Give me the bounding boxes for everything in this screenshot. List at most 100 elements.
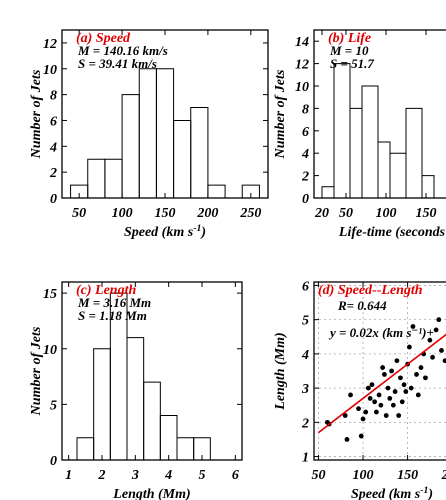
plot-frame <box>313 281 446 461</box>
annotation: S = 1.18 Mm <box>78 308 147 323</box>
histogram-bar <box>389 152 407 198</box>
scatter-point <box>374 409 379 415</box>
y-tick-label: 2 <box>301 170 309 185</box>
scatter-point <box>387 395 393 401</box>
y-axis-label: Number of Jets <box>29 326 44 416</box>
y-tick-label: 8 <box>302 102 309 117</box>
x-tick-label: 5 <box>199 468 206 483</box>
y-tick-label: 10 <box>295 80 309 95</box>
y-tick-label: 6 <box>302 279 309 294</box>
y-tick-label: 14 <box>295 35 309 50</box>
y-tick-label: 0 <box>302 192 309 207</box>
scatter-point <box>378 402 384 408</box>
x-tick-label: 200 <box>196 206 218 221</box>
x-tick-label: 2 <box>98 468 106 483</box>
scatter-point <box>433 327 439 333</box>
scatter-point <box>430 354 435 360</box>
x-tick-label: 100 <box>353 468 374 483</box>
x-tick-label: 50 <box>339 206 353 221</box>
y-tick-label: 2 <box>49 166 57 181</box>
x-tick-label: 150 <box>155 206 176 221</box>
x-tick-label: 50 <box>72 206 86 221</box>
scatter-point <box>356 406 361 412</box>
panel-c: 1 2 3 4 5 6 0 5 10 15 <box>43 281 243 483</box>
scatter-point <box>376 392 382 398</box>
y-tick-label: 10 <box>43 343 57 358</box>
scatter-point <box>414 372 419 377</box>
x-tick-label: 4 <box>164 468 172 483</box>
panel-title: (c) Length <box>76 283 136 298</box>
annotation: M = 10 <box>329 43 369 58</box>
panel-title: (a) Speed <box>76 31 131 46</box>
histogram-bar <box>333 63 351 198</box>
scatter-point <box>367 395 373 401</box>
scatter-point <box>344 437 350 442</box>
scatter-point <box>360 416 366 422</box>
panel-d: 50 100 150 200 1 2 3 4 5 6 <box>301 279 446 483</box>
scatter-point <box>365 385 371 391</box>
y-tick-label: 5 <box>302 314 309 329</box>
y-tick-label: 10 <box>43 63 57 78</box>
x-tick-label: 6 <box>232 468 239 483</box>
y-axis-label: Number of Jets <box>29 69 44 159</box>
scatter-point <box>385 385 391 391</box>
histogram-bar <box>76 437 95 460</box>
x-axis-label: Speed (km s-1) <box>351 485 433 500</box>
panel-title: (b) Life <box>328 31 371 46</box>
y-tick-label: 5 <box>50 398 57 413</box>
scatter-point <box>399 399 405 405</box>
histogram-bar <box>421 175 435 198</box>
x-tick-label: 250 <box>239 206 261 221</box>
histogram-bar <box>405 107 423 198</box>
scatter-point <box>408 385 414 391</box>
annotation: S = 51.7 <box>330 56 374 71</box>
scatter-point <box>394 358 400 364</box>
histogram-bar <box>321 186 335 198</box>
scatter-point <box>439 348 444 353</box>
annotation: S = 39.41 km/s <box>78 56 157 71</box>
histogram-bar <box>155 68 175 198</box>
x-tick-label: 100 <box>112 206 133 221</box>
scatter-point <box>383 413 389 418</box>
histogram-bar <box>121 94 140 198</box>
scatter-point <box>380 365 386 370</box>
plot-frame <box>61 281 243 461</box>
histogram-bar <box>207 184 226 198</box>
scatter-point <box>389 368 394 374</box>
scatter-point <box>392 389 398 394</box>
y-tick-label: 1 <box>302 451 309 466</box>
histogram-bar <box>193 437 211 460</box>
panel-a: 50 100 150 200 250 0 2 4 6 8 10 12 <box>43 29 269 221</box>
scatter-point <box>348 392 353 398</box>
y-tick-label: 6 <box>302 125 309 140</box>
scatter-point <box>442 358 446 364</box>
histogram-bar <box>176 437 195 460</box>
scatter-point <box>342 413 348 418</box>
x-tick-label: 50 <box>311 468 325 483</box>
annotation: R= 0.644 <box>337 298 387 313</box>
y-tick-label: 4 <box>49 140 57 155</box>
scatter-point <box>363 409 369 415</box>
x-tick-label: 150 <box>397 468 418 483</box>
histogram-bar <box>143 381 161 460</box>
y-tick-label: 0 <box>50 192 57 207</box>
scatter-point <box>358 433 364 439</box>
histogram-bar <box>377 141 391 198</box>
scatter-point <box>436 317 442 323</box>
scatter-point <box>423 375 428 381</box>
scatter-point <box>390 402 396 408</box>
annotation: M = 3.16 Mm <box>77 295 151 310</box>
scatter-point <box>415 392 421 398</box>
scatter-point <box>372 399 378 405</box>
x-axis-label: Life-time (seconds <box>338 225 446 240</box>
histogram-bar <box>93 348 111 460</box>
y-tick-label: 4 <box>301 348 309 363</box>
x-tick-label: 20 <box>314 206 329 221</box>
histogram-bar <box>87 158 106 198</box>
scatter-point <box>406 344 412 350</box>
scatter-point <box>396 413 402 418</box>
x-tick-label: 200 <box>441 468 446 483</box>
histogram-bar <box>190 107 209 198</box>
